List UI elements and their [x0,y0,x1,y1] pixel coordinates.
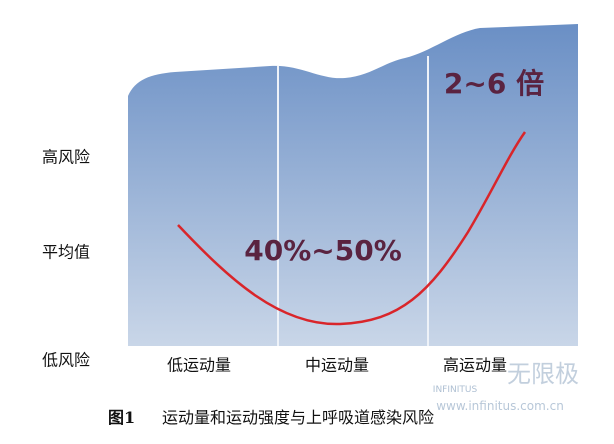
category-label: 高运动量 [443,356,507,375]
caption-text: 运动量和运动强度与上呼吸道感染风险 [162,408,434,427]
panel [128,24,578,346]
watermark-name: 无限极 [507,360,579,388]
watermark-url: www.infinitus.com.cn [436,399,564,413]
risk-curve [177,131,527,326]
annotation: 2~6 倍 [444,67,544,100]
y-label: 高风险 [42,148,90,167]
annotation: 40%~50% [244,234,402,267]
category-label: 中运动量 [305,356,369,375]
y-label: 平均值 [42,243,90,262]
category-label: 低运动量 [167,356,231,375]
y-label: 低风险 [42,351,90,370]
caption-number: 图1 [108,408,135,427]
watermark-brand: INFINITUS [433,385,478,395]
